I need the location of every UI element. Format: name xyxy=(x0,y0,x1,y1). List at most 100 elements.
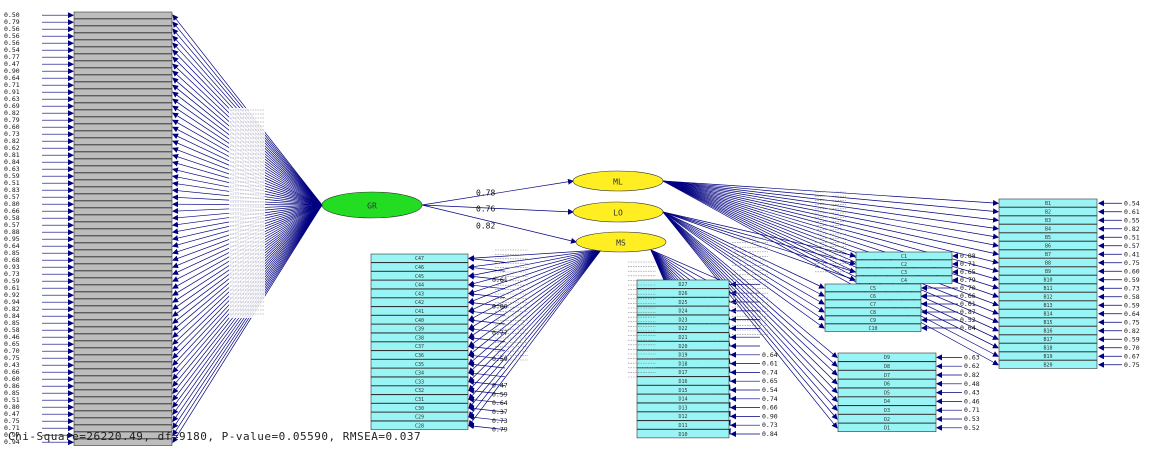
gr-error-variance-19: 0.82 xyxy=(4,137,20,145)
gr-error-variance-62: 0.94 xyxy=(4,438,20,446)
latent-factor-ms xyxy=(575,231,667,253)
gr-indicator-51 xyxy=(73,361,173,369)
gr-indicator-58 xyxy=(73,410,173,418)
gr-error-variance-16: 0.79 xyxy=(4,116,20,124)
ml-error-variance-b18: 0.70 xyxy=(1124,344,1140,352)
gr-loading-labels-bg xyxy=(229,108,265,318)
gr-error-variance-40: 0.61 xyxy=(4,284,20,292)
gr-indicator-57 xyxy=(73,403,173,411)
gr-error-variance-15: 0.82 xyxy=(4,109,20,117)
ml-indicator-b17 xyxy=(998,334,1098,344)
ms-indicator-c31-label: C31 xyxy=(415,397,424,403)
gr-error-variance-12: 0.91 xyxy=(4,88,20,96)
lo-indicator-d2-label: D2 xyxy=(884,417,890,423)
ms-indicator-c35-label: C35 xyxy=(415,362,424,368)
lo-indicator-d8 xyxy=(837,361,937,371)
ms-error-variance-c39: 0.77 xyxy=(492,329,508,337)
lo-error-variance-d1: 0.52 xyxy=(964,424,980,432)
ml-indicator-b1 xyxy=(998,198,1098,208)
ms-indicator-c43-label: C43 xyxy=(415,291,424,297)
gr-indicator-50 xyxy=(73,354,173,362)
ml-loading-b14 xyxy=(662,180,999,315)
lo-error-variance-c9: 0.52 xyxy=(960,316,976,324)
ml-error-variance-b14: 0.64 xyxy=(1124,310,1140,318)
lo-loading-c7 xyxy=(662,211,825,305)
lo-indicator-c5-label: C5 xyxy=(870,286,876,292)
ms-indicator-d10 xyxy=(636,429,730,439)
gr-indicator-62 xyxy=(73,438,173,446)
ml-loading-b16 xyxy=(662,180,999,332)
gr-error-variance-51: 0.43 xyxy=(4,361,20,369)
ms-loading-c33 xyxy=(468,249,602,383)
gr-indicator-11 xyxy=(73,81,173,89)
ms-error-variance-d19: 0.64 xyxy=(762,351,778,359)
ms-indicator-c36 xyxy=(370,350,469,360)
ml-indicator-b4-label: B4 xyxy=(1045,227,1051,233)
lo-error-variance-d6: 0.48 xyxy=(964,380,980,388)
gr-indicator-45 xyxy=(73,319,173,327)
gr-indicator-15 xyxy=(73,109,173,117)
ms-indicator-c45-label: C45 xyxy=(415,274,424,280)
ms-indicator-c42-label: C42 xyxy=(415,300,424,306)
ms-loading-c36 xyxy=(468,249,602,356)
lo-indicator-c6-label: C6 xyxy=(870,294,876,300)
fit-statistics: Chi-Square=26220.49, df=9180, P-value=0.… xyxy=(8,430,421,443)
ms-error-variance-d10: 0.84 xyxy=(762,430,778,438)
ml-indicator-b19-label: B19 xyxy=(1043,354,1052,360)
ms-error-variance-d15: 0.54 xyxy=(762,386,778,394)
ms-error-variance-c45: 0.61 xyxy=(492,276,508,284)
ms-loading-c47 xyxy=(468,249,602,262)
latent-factor-lo xyxy=(572,201,664,223)
lo-loading-c8 xyxy=(662,211,825,313)
gr-indicator-22 xyxy=(73,158,173,166)
gr-indicator-38 xyxy=(73,270,173,278)
ms-error-variance-d13: 0.66 xyxy=(762,404,778,412)
ms-indicator-d21-label: D21 xyxy=(678,335,687,341)
gr-error-variance-55: 0.85 xyxy=(4,389,20,397)
gr-error-variance-35: 0.85 xyxy=(4,249,20,257)
ms-loading-c41 xyxy=(468,249,602,312)
lo-error-variance-d3: 0.71 xyxy=(964,406,980,414)
gr-error-variance-10: 0.64 xyxy=(4,74,20,82)
ms-indicator-c46 xyxy=(370,262,469,272)
ml-error-variance-b1: 0.54 xyxy=(1124,199,1140,207)
gr-error-variance-28: 0.80 xyxy=(4,200,20,208)
ms-error-variance-d12: 0.90 xyxy=(762,412,778,420)
gr-error-variance-43: 0.82 xyxy=(4,305,20,313)
lo-error-variance-c8: 0.87 xyxy=(960,308,976,316)
gr-indicator-25 xyxy=(73,179,173,187)
gr-indicator-2 xyxy=(73,18,173,26)
ms-error-arrow-c34 xyxy=(468,370,506,378)
ml-error-variance-b13: 0.59 xyxy=(1124,301,1140,309)
ms-indicator-c32 xyxy=(370,385,469,395)
ms-indicator-d23 xyxy=(636,314,730,324)
ml-error-variance-b2: 0.61 xyxy=(1124,208,1140,216)
ms-indicator-d23-label: D23 xyxy=(678,317,687,323)
ms-indicator-d16-label: D16 xyxy=(678,379,687,385)
ml-indicator-b8 xyxy=(998,258,1098,267)
lo-indicator-d4 xyxy=(837,396,937,406)
gr-indicator-44 xyxy=(73,312,173,320)
ms-indicator-d11-label: D11 xyxy=(678,423,687,429)
ms-indicator-d18-label: D18 xyxy=(678,361,687,367)
gr-indicator-56 xyxy=(73,396,173,404)
gr-indicator-54 xyxy=(73,382,173,390)
ms-indicator-c44 xyxy=(370,280,469,289)
ms-loading-c42 xyxy=(468,249,602,304)
gr-error-variance-34: 0.64 xyxy=(4,242,20,250)
gr-indicator-8 xyxy=(73,60,173,68)
ms-indicator-d10-label: D10 xyxy=(678,432,687,438)
ms-error-variance-c32: 0.59 xyxy=(492,390,508,398)
lo-error-variance-c6: 0.66 xyxy=(960,292,976,300)
gr-error-variance-26: 0.83 xyxy=(4,186,20,194)
gr-indicator-30 xyxy=(73,214,173,222)
ms-indicator-c45 xyxy=(370,271,469,281)
ms-error-variance-c33: 0.47 xyxy=(492,382,508,390)
ms-indicator-c46-label: C46 xyxy=(415,265,424,271)
lo-indicator-c7-label: C7 xyxy=(870,302,876,308)
ms-error-variance-d18: 0.61 xyxy=(762,360,778,368)
lo-loading-c1 xyxy=(662,211,856,258)
ml-error-variance-b16: 0.82 xyxy=(1124,327,1140,335)
ms-indicator-d24-label: D24 xyxy=(678,309,687,315)
gr-error-variance-21: 0.81 xyxy=(4,151,20,159)
